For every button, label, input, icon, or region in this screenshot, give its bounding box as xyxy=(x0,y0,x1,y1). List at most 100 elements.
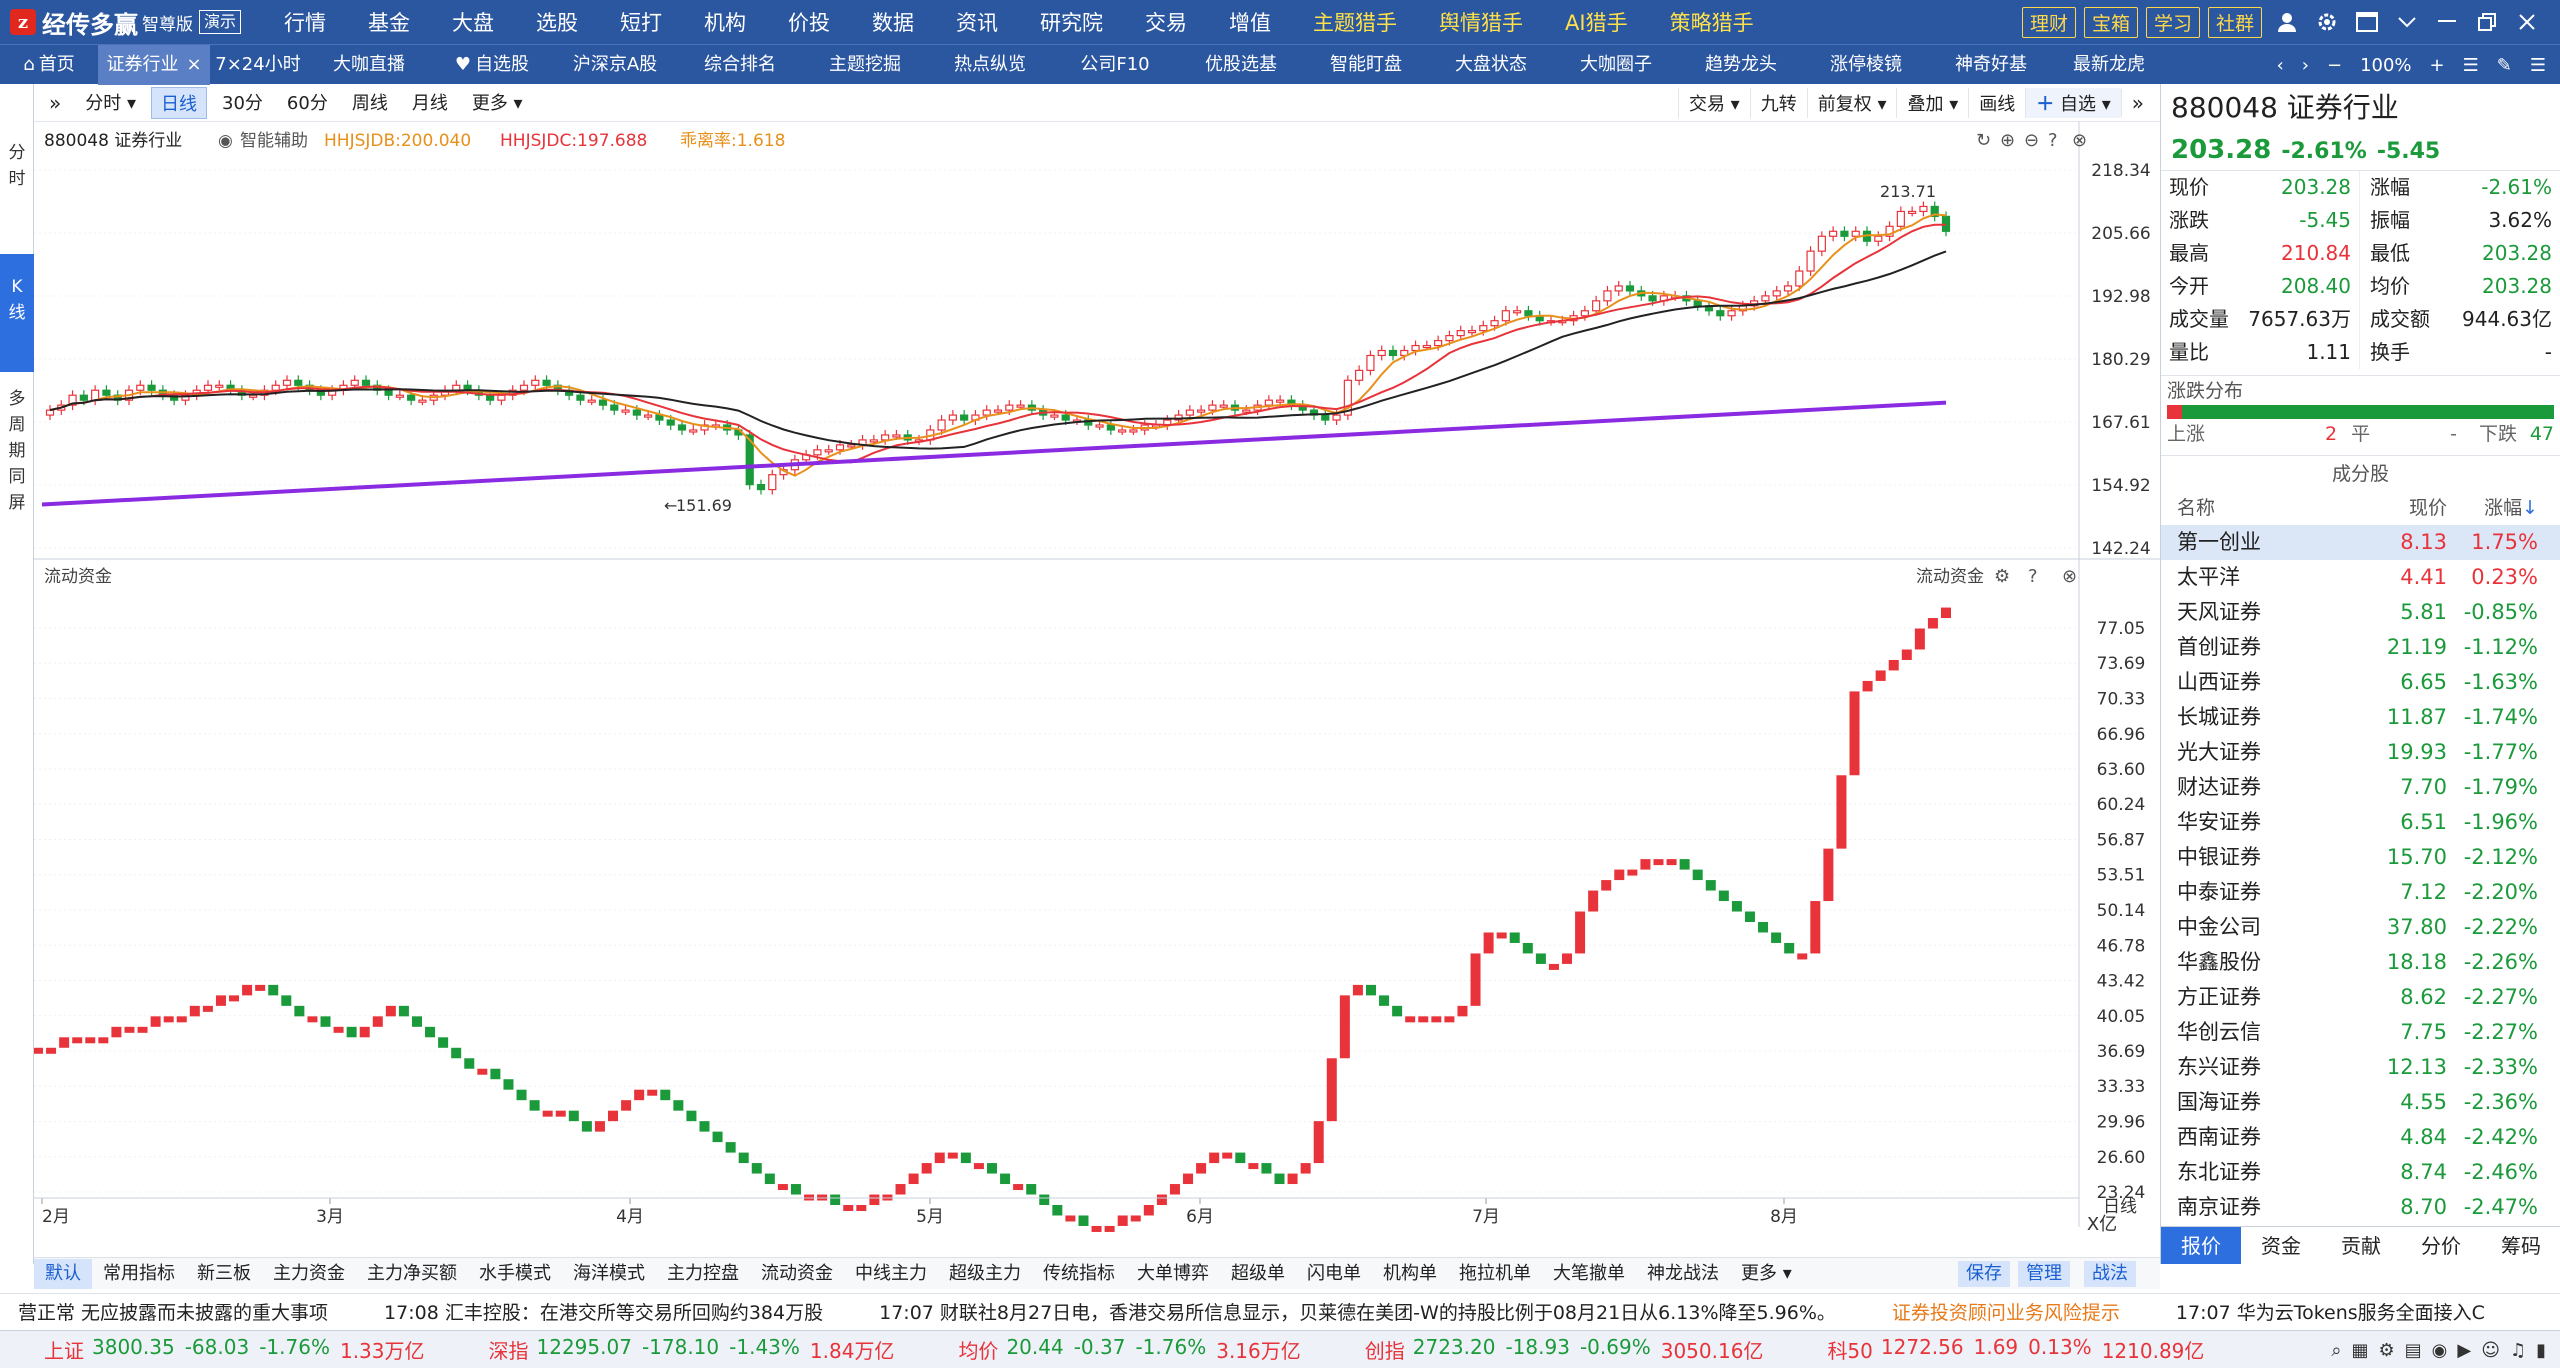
chart-tool-3[interactable]: 叠加 ▾ xyxy=(1896,88,1968,118)
indicator-7[interactable]: 主力控盘 xyxy=(656,1259,750,1289)
menu-icon[interactable]: ☰ xyxy=(2462,54,2479,76)
indicator-10[interactable]: 超级主力 xyxy=(938,1259,1032,1289)
indicator-15[interactable]: 机构单 xyxy=(1372,1259,1448,1289)
signal-icon[interactable]: ▮ xyxy=(2536,1339,2546,1361)
chevron-right-icon[interactable]: › xyxy=(2301,54,2309,76)
indicator-4[interactable]: 主力净买额 xyxy=(356,1259,468,1289)
tab-1[interactable]: 证券行业 × xyxy=(98,44,210,85)
news-item[interactable]: 17:07 财联社8月27日电，香港交易所信息显示，贝莱德在美团-W的持股比例于… xyxy=(879,1302,1836,1324)
indicator-5[interactable]: 水手模式 xyxy=(468,1259,562,1289)
edit-icon[interactable]: ✎ xyxy=(2496,54,2512,76)
chart-tool-1[interactable]: 九转 xyxy=(1749,88,1807,118)
menu-item-5[interactable]: 机构 xyxy=(704,11,747,35)
indicator-2[interactable]: 新三板 xyxy=(186,1259,262,1289)
menu-item-10[interactable]: 交易 xyxy=(1145,11,1188,35)
constituent-row[interactable]: 东兴证券 12.13 -2.33% xyxy=(2161,1050,2560,1085)
tab-7[interactable]: 主题挖掘 xyxy=(802,45,928,85)
constituent-row[interactable]: 中泰证券 7.12 -2.20% xyxy=(2161,875,2560,910)
close-icon[interactable] xyxy=(2512,7,2542,37)
pane-tool-icon[interactable]: ↻ xyxy=(1976,130,1991,151)
tab-0[interactable]: ⌂ 首页 xyxy=(0,45,98,85)
menu-item-0[interactable]: 行情 xyxy=(284,11,327,35)
quote-tab-3[interactable]: 分价 xyxy=(2421,1234,2461,1258)
pane-tool-icon[interactable]: ⊖ xyxy=(2024,130,2039,151)
menu-item-12[interactable]: 主题猎手 xyxy=(1313,11,1398,35)
manage-button[interactable]: 管理 xyxy=(2018,1261,2070,1287)
window-icon[interactable] xyxy=(2352,7,2382,37)
quote-tab-0[interactable]: 报价 xyxy=(2161,1227,2241,1264)
indicator-18[interactable]: 神龙战法 xyxy=(1636,1259,1730,1289)
constituent-row[interactable]: 首创证券 21.19 -1.12% xyxy=(2161,630,2560,665)
grid-icon[interactable]: ▦ xyxy=(2351,1339,2369,1361)
tab-8[interactable]: 热点纵览 xyxy=(928,45,1052,85)
menu-item-15[interactable]: 策略猎手 xyxy=(1669,11,1754,35)
indicator-0[interactable]: 默认 xyxy=(34,1258,92,1289)
treasure-button[interactable]: 宝箱 xyxy=(2083,6,2138,38)
timeshare-tab[interactable]: 分 时 xyxy=(0,84,34,254)
indicator-14[interactable]: 闪电单 xyxy=(1296,1259,1372,1289)
quote-tab-4[interactable]: 筹码 xyxy=(2501,1234,2541,1258)
index-item[interactable]: 创指 2723.20 -18.93 -0.69% 3050.16亿 xyxy=(1301,1335,1764,1364)
tab-14[interactable]: 趋势龙头 xyxy=(1678,45,1804,85)
indicator-1[interactable]: 常用指标 xyxy=(92,1259,186,1289)
menu-item-14[interactable]: AI猎手 xyxy=(1565,11,1628,35)
constituent-row[interactable]: 中银证券 15.70 -2.12% xyxy=(2161,840,2560,875)
community-button[interactable]: 社群 xyxy=(2207,6,2262,38)
tab-11[interactable]: 智能盯盘 xyxy=(1304,45,1428,85)
user-icon[interactable] xyxy=(2272,7,2302,37)
tab-17[interactable]: 最新龙虎 xyxy=(2054,45,2164,85)
period-4[interactable]: 周线 xyxy=(343,87,397,119)
index-item[interactable]: 均价 20.44 -0.37 -1.76% 3.16万亿 xyxy=(894,1335,1300,1364)
quote-tab-1[interactable]: 资金 xyxy=(2261,1234,2301,1258)
constituent-row[interactable]: 华创云信 7.75 -2.27% xyxy=(2161,1015,2560,1050)
demo-badge[interactable]: 演示 xyxy=(199,10,242,34)
chart-area[interactable]: 218.34 205.66 192.98 180.29 167.61 154.92 142.… xyxy=(34,122,2160,1257)
menu-item-9[interactable]: 研究院 xyxy=(1040,11,1104,35)
period-1[interactable]: 日线 xyxy=(151,86,208,119)
more-icon[interactable]: ☰ xyxy=(2529,54,2546,76)
constituent-row[interactable]: 天风证券 5.81 -0.85% xyxy=(2161,595,2560,630)
constituent-row[interactable]: 方正证券 8.62 -2.27% xyxy=(2161,980,2560,1015)
collapse-icon[interactable] xyxy=(2392,7,2422,37)
chart-tool-0[interactable]: 交易 ▾ xyxy=(1677,88,1750,118)
assist-toggle-icon[interactable]: ◉ xyxy=(218,131,233,151)
menu-item-4[interactable]: 短打 xyxy=(620,11,663,35)
period-3[interactable]: 60分 xyxy=(278,87,337,119)
gear-icon[interactable]: ⚙ xyxy=(2378,1339,2395,1361)
tab-9[interactable]: 公司F10 xyxy=(1052,45,1178,85)
constituent-row[interactable]: 国海证券 4.55 -2.36% xyxy=(2161,1085,2560,1120)
col-name-header[interactable]: 名称 xyxy=(2177,497,2216,519)
constituent-row[interactable]: 东北证券 8.74 -2.46% xyxy=(2161,1155,2560,1190)
period-5[interactable]: 月线 xyxy=(403,87,457,119)
index-item[interactable]: 深指 12295.07 -178.10 -1.43% 1.84万亿 xyxy=(425,1335,895,1364)
menu-item-8[interactable]: 资讯 xyxy=(956,11,999,35)
multi-period-tab[interactable]: 多 周 期 同 屏 xyxy=(0,372,34,513)
menu-item-3[interactable]: 选股 xyxy=(536,11,579,35)
sub-pane-tool-icon[interactable]: ⊗ xyxy=(2062,566,2077,587)
restore-icon[interactable] xyxy=(2472,7,2502,37)
tab-13[interactable]: 大咖圈子 xyxy=(1554,45,1678,85)
indicator-8[interactable]: 流动资金 xyxy=(750,1259,844,1289)
zoom-out-icon[interactable]: − xyxy=(2326,54,2343,76)
indicator-11[interactable]: 传统指标 xyxy=(1032,1259,1126,1289)
indicator-13[interactable]: 超级单 xyxy=(1220,1259,1296,1289)
constituent-row[interactable]: 财达证券 7.70 -1.79% xyxy=(2161,770,2560,805)
tab-5[interactable]: 沪深京A股 xyxy=(552,45,678,85)
chart-tool-4[interactable]: 画线 xyxy=(1968,88,2025,118)
constituent-row[interactable]: 中金公司 37.80 -2.22% xyxy=(2161,910,2560,945)
menu-item-7[interactable]: 数据 xyxy=(872,11,915,35)
constituent-row[interactable]: 西南证券 4.84 -2.42% xyxy=(2161,1120,2560,1155)
menu-item-13[interactable]: 舆情猎手 xyxy=(1439,11,1524,35)
learn-button[interactable]: 学习 xyxy=(2145,6,2200,38)
tab-6[interactable]: 综合排名 xyxy=(678,45,802,85)
col-price-header[interactable]: 现价 xyxy=(2408,497,2447,519)
menu-item-1[interactable]: 基金 xyxy=(368,11,411,35)
index-item[interactable]: 上证 3800.35 -68.03 -1.76% 1.33万亿 xyxy=(0,1335,425,1364)
sub-pane-tool-icon[interactable]: ⚙ xyxy=(1994,566,2010,587)
constituent-row[interactable]: 华鑫股份 18.18 -2.26% xyxy=(2161,945,2560,980)
news-item[interactable]: 证券投资顾问业务风险提示 xyxy=(1891,1302,2120,1324)
kline-tab[interactable]: K 线 xyxy=(0,254,34,372)
strategy-button[interactable]: 战法 xyxy=(2084,1261,2136,1287)
menu-item-11[interactable]: 增值 xyxy=(1229,11,1272,35)
indicator-16[interactable]: 拖拉机单 xyxy=(1448,1259,1542,1289)
